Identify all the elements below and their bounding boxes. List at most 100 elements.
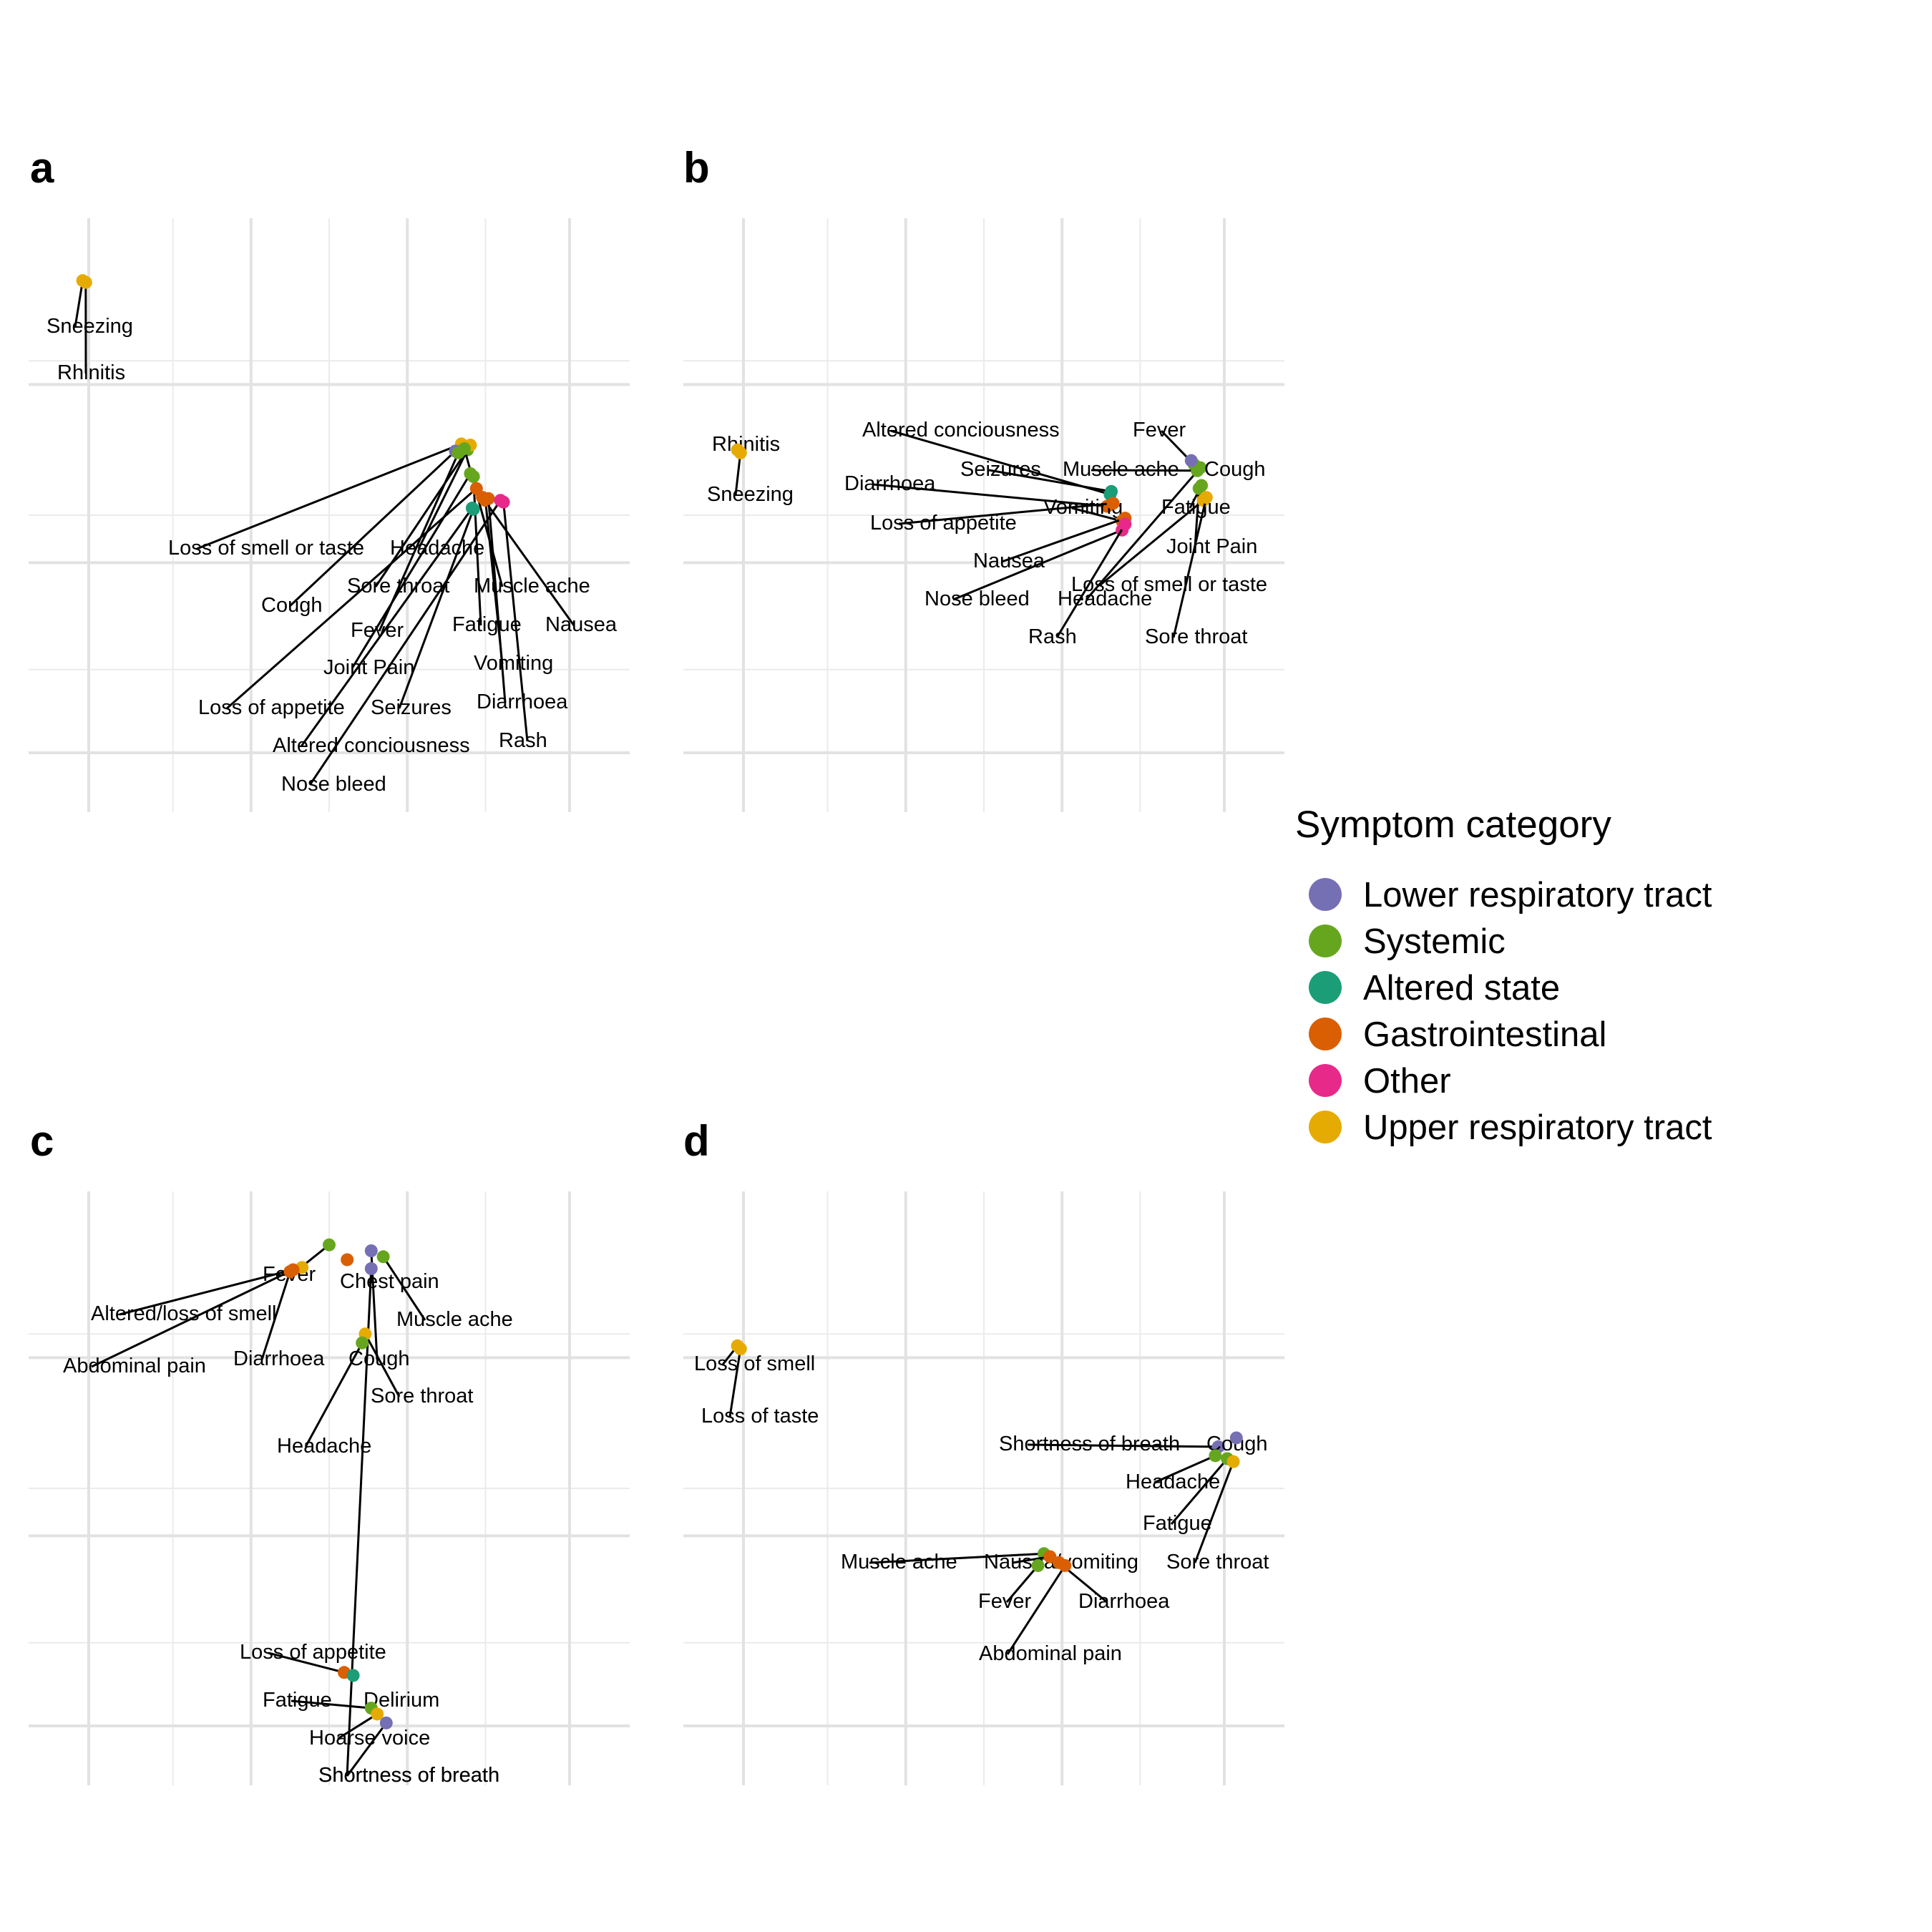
data-point [283,1265,297,1279]
point-label: Fever [351,619,404,642]
leader-line [1091,469,1198,472]
point-label: Sore throat [1145,625,1247,648]
data-point [364,1262,378,1275]
panel-letter: a [30,144,54,192]
panel-d: d Loss of smell Loss of taste Shortness of … [683,1117,1284,1785]
leader-line [1172,497,1208,638]
leader-line [196,443,462,550]
leader-line [91,1269,294,1368]
data-point [482,492,495,505]
leader-line [728,1348,742,1418]
data-point [1229,1431,1243,1445]
data-point [323,1238,336,1252]
point-label: Headache [1058,587,1152,610]
data-point [79,275,92,289]
legend-label: Altered state [1363,969,1560,1008]
legend-swatch [1309,971,1342,1004]
data-point [458,442,471,456]
data-point [1058,1558,1072,1572]
data-point [364,1244,378,1257]
leader-line [1194,1461,1235,1563]
point-label: Seizures [371,696,452,719]
leader-line [1153,1454,1216,1484]
point-label: Loss of appetite [240,1641,386,1664]
point-label: Headache [277,1435,371,1458]
point-label: Muscle ache [474,575,590,597]
point-label: Loss of taste [701,1405,819,1428]
leader-line [481,497,575,626]
leader-line [308,499,502,786]
point-label: Shortness of breath [999,1433,1180,1455]
point-label: Loss of appetite [198,696,345,719]
leader-line [872,483,1108,508]
data-point [494,494,507,507]
point-label: Headache [1126,1470,1220,1493]
data-point [1031,1558,1045,1572]
point-label: Rash [499,729,547,752]
leader-line [337,1713,378,1740]
point-label: Diarrhoea [233,1347,325,1370]
legend-swatch [1309,1111,1342,1143]
panel-letter: c [30,1117,54,1165]
legend-swatch [1309,1018,1342,1050]
panel-letter: b [683,144,710,192]
leader-line [226,487,477,710]
data-point [346,1669,360,1682]
leader-line [268,1652,345,1674]
data-point [1106,497,1120,510]
data-point [465,502,479,515]
point-label: Rash [1028,625,1077,648]
point-label: Fever [1133,419,1186,441]
point-label: Abdominal pain [979,1642,1122,1665]
leader-line [346,1268,373,1777]
point-label: Altered conciousness [862,419,1060,441]
leader-line [300,507,474,747]
leader-line [398,509,475,709]
leader-line [1071,507,1123,522]
leader-line [351,473,472,669]
grid [29,218,630,812]
point-label: Diarrhoea [1078,1590,1170,1613]
legend-label: Gastrointestinal [1363,1015,1606,1054]
leader-line [869,1552,1045,1564]
leader-line [364,1333,401,1397]
point-label: Altered conciousness [273,734,470,757]
leader-line [1006,1565,1066,1655]
legend-label: Other [1363,1062,1451,1101]
data-point [1105,484,1118,498]
legend-swatch [1309,1064,1342,1097]
data-point [469,482,483,495]
point-label: Loss of smell or taste [1071,573,1267,596]
point-label: Chest pain [340,1270,439,1293]
data-point [733,1342,747,1355]
data-point [1226,1455,1240,1468]
point-label: Loss of appetite [870,512,1017,535]
point-label: Fatigue [452,613,522,636]
leader-line [288,450,457,608]
point-label: Fever [978,1590,1031,1613]
leader-line [119,1266,303,1316]
leader-line [1099,499,1204,587]
legend-label: Lower respiratory tract [1363,876,1712,914]
legend-label: Systemic [1363,922,1506,961]
point-label: Nose bleed [924,587,1030,610]
data-point [376,1250,390,1264]
point-label: Cough [261,594,322,617]
point-label: Diarrhoea [844,472,936,495]
point-label: Shortness of breath [318,1764,499,1787]
data-point [371,1707,384,1721]
leader-line [1055,523,1126,638]
point-label: Nose bleed [281,773,386,796]
data-point [341,1253,354,1267]
leader-line [734,452,742,496]
leader-line [304,1342,364,1448]
point-label: Muscle ache [1063,458,1179,481]
leader-line [487,498,507,703]
point-label: Joint Pain [323,656,414,679]
data-point [1192,482,1206,495]
data-point [464,467,477,480]
leader-line [988,469,1112,493]
